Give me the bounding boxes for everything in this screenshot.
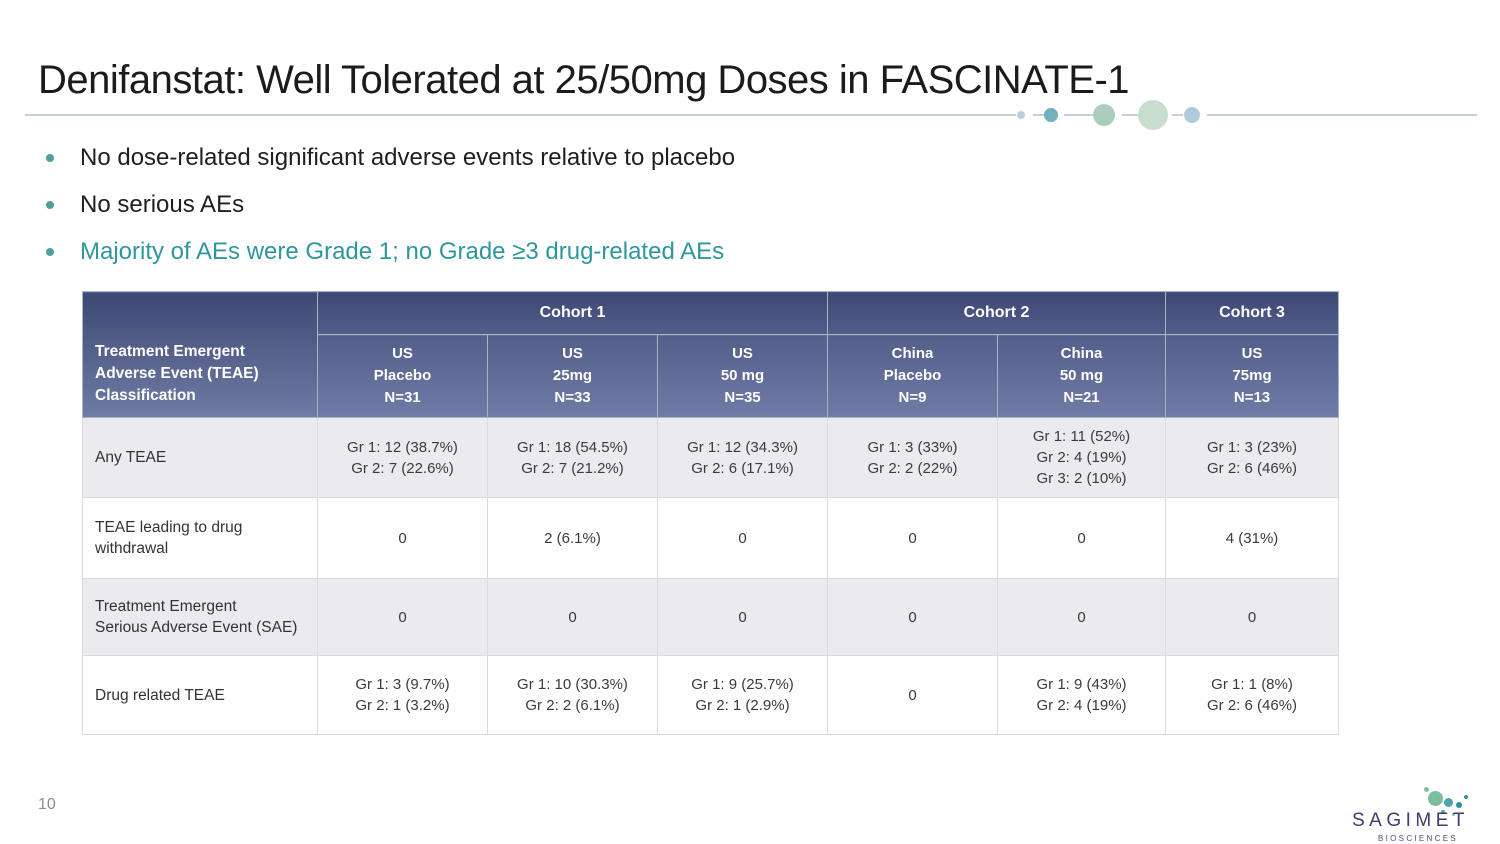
bullet-text: Majority of AEs were Grade 1; no Grade ≥… bbox=[80, 238, 725, 265]
table-cell: Gr 1: 3 (9.7%) Gr 2: 1 (3.2%) bbox=[317, 655, 488, 735]
divider-line bbox=[1172, 114, 1183, 116]
table-cell: Gr 1: 9 (43%) Gr 2: 4 (19%) bbox=[997, 655, 1167, 735]
table-cell: Gr 1: 3 (33%) Gr 2: 2 (22%) bbox=[827, 417, 999, 498]
cohort-2-header: Cohort 2 bbox=[827, 291, 1167, 335]
table-cell: Gr 1: 9 (25.7%) Gr 2: 1 (2.9%) bbox=[656, 655, 829, 735]
divider-dot bbox=[1017, 111, 1025, 119]
logo-dot bbox=[1464, 795, 1468, 799]
divider-line bbox=[1033, 114, 1046, 116]
divider-line bbox=[1064, 114, 1094, 116]
table-row-sae: Treatment Emergent Serious Adverse Event… bbox=[82, 578, 1340, 656]
divider-line bbox=[1207, 114, 1477, 116]
divider-line bbox=[1122, 114, 1138, 116]
teae-table: Treatment Emergent Adverse Event (TEAE) … bbox=[82, 291, 1340, 735]
divider-dot bbox=[1044, 108, 1058, 122]
table-cell: Gr 1: 12 (34.3%) Gr 2: 6 (17.1%) bbox=[656, 417, 829, 498]
bullet-text: No dose-related significant adverse even… bbox=[80, 144, 736, 171]
row-label: Treatment Emergent Serious Adverse Event… bbox=[82, 578, 318, 656]
logo-subtitle: BIOSCIENCES bbox=[1378, 834, 1458, 843]
col-header-china-placebo: China Placebo N=9 bbox=[827, 334, 999, 418]
table-cell: Gr 1: 12 (38.7%) Gr 2: 7 (22.6%) bbox=[317, 417, 488, 498]
divider-dot bbox=[1093, 104, 1115, 126]
logo-dot bbox=[1428, 791, 1443, 806]
table-cell: 0 bbox=[487, 578, 658, 656]
row-label: Drug related TEAE bbox=[82, 655, 318, 735]
bullet-dot-icon bbox=[46, 201, 54, 209]
table-row-any-teae: Any TEAE Gr 1: 12 (38.7%) Gr 2: 7 (22.6%… bbox=[82, 417, 1340, 498]
table-cell: 0 bbox=[1165, 578, 1340, 656]
bullet-list: No dose-related significant adverse even… bbox=[46, 145, 735, 265]
table-cell: Gr 1: 10 (30.3%) Gr 2: 2 (6.1%) bbox=[487, 655, 658, 735]
table-cell: 0 bbox=[997, 578, 1167, 656]
table-cell: 2 (6.1%) bbox=[487, 497, 658, 579]
table-cell: 0 bbox=[827, 655, 999, 735]
table-cell: 0 bbox=[317, 497, 488, 579]
bullet-item: No serious AEs bbox=[46, 192, 735, 218]
logo-dot bbox=[1424, 787, 1429, 792]
row-label: Any TEAE bbox=[82, 417, 318, 498]
sagimet-logo: SAGIMET BIOSCIENCES bbox=[1340, 770, 1495, 844]
table-corner-header: Treatment Emergent Adverse Event (TEAE) … bbox=[82, 291, 318, 418]
table-cell: 4 (31%) bbox=[1165, 497, 1340, 579]
page-title: Denifanstat: Well Tolerated at 25/50mg D… bbox=[38, 58, 1130, 102]
logo-wordmark: SAGIMET bbox=[1352, 810, 1470, 831]
col-header-us-25mg: US 25mg N=33 bbox=[487, 334, 658, 418]
divider-dot bbox=[1138, 100, 1168, 130]
logo-dot bbox=[1441, 810, 1445, 814]
table-row-drug-related-teae: Drug related TEAE Gr 1: 3 (9.7%) Gr 2: 1… bbox=[82, 655, 1340, 735]
bullet-text: No serious AEs bbox=[80, 191, 245, 218]
table-cell: 0 bbox=[656, 497, 829, 579]
divider-dot bbox=[1184, 107, 1200, 123]
col-header-us-50mg: US 50 mg N=35 bbox=[656, 334, 829, 418]
table-cell: 0 bbox=[997, 497, 1167, 579]
col-header-us-75mg: US 75mg N=13 bbox=[1165, 334, 1340, 418]
bullet-dot-icon bbox=[46, 154, 54, 162]
table-cell: Gr 1: 1 (8%) Gr 2: 6 (46%) bbox=[1165, 655, 1340, 735]
col-header-china-50mg: China 50 mg N=21 bbox=[997, 334, 1167, 418]
bullet-item: No dose-related significant adverse even… bbox=[46, 145, 735, 171]
page-number: 10 bbox=[38, 796, 56, 813]
bullet-dot-icon bbox=[46, 248, 54, 256]
bullet-item: Majority of AEs were Grade 1; no Grade ≥… bbox=[46, 239, 735, 265]
table-cell: Gr 1: 11 (52%) Gr 2: 4 (19%) Gr 3: 2 (10… bbox=[997, 417, 1167, 498]
col-header-us-placebo: US Placebo N=31 bbox=[317, 334, 488, 418]
table-cell: 0 bbox=[827, 578, 999, 656]
logo-dot bbox=[1444, 798, 1453, 807]
logo-dot bbox=[1452, 813, 1455, 816]
row-label: TEAE leading to drug withdrawal bbox=[82, 497, 318, 579]
table-cell: 0 bbox=[827, 497, 999, 579]
table-cell: Gr 1: 18 (54.5%) Gr 2: 7 (21.2%) bbox=[487, 417, 658, 498]
table-cell: 0 bbox=[656, 578, 829, 656]
table-cell: Gr 1: 3 (23%) Gr 2: 6 (46%) bbox=[1165, 417, 1340, 498]
cohort-3-header: Cohort 3 bbox=[1165, 291, 1340, 335]
table-row-teae-withdrawal: TEAE leading to drug withdrawal 0 2 (6.1… bbox=[82, 497, 1340, 579]
logo-dot bbox=[1456, 802, 1462, 808]
divider-line bbox=[25, 114, 1016, 116]
cohort-1-header: Cohort 1 bbox=[316, 291, 829, 335]
table-cell: 0 bbox=[317, 578, 488, 656]
